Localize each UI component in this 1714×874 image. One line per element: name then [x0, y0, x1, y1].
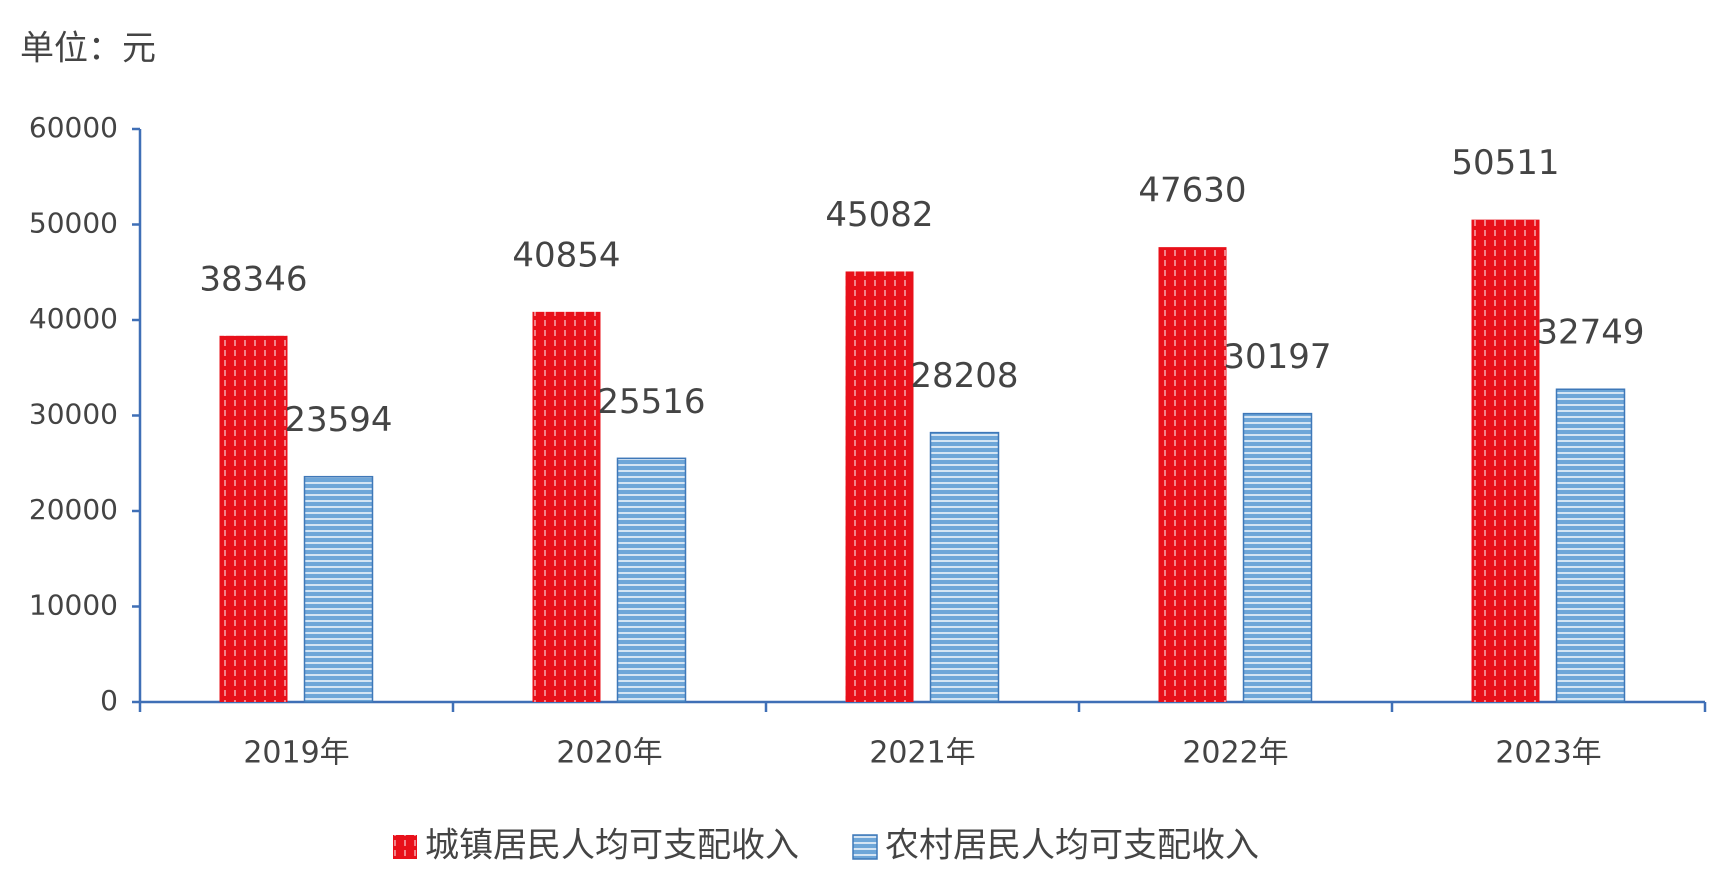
y-tick-label: 0: [100, 684, 118, 717]
bar: [616, 457, 687, 703]
bar: [1555, 388, 1626, 703]
data-label: 50511: [1451, 143, 1559, 183]
y-tick-label: 20000: [29, 493, 118, 526]
unit-label: 单位：元: [20, 29, 156, 69]
data-label: 30197: [1223, 337, 1331, 377]
bar: [845, 271, 914, 702]
bar: [1471, 219, 1540, 703]
x-tick-label: 2020年: [556, 736, 662, 771]
data-label: 38346: [199, 259, 307, 299]
x-tick-label: 2021年: [869, 736, 975, 771]
x-tick-label: 2023年: [1495, 736, 1601, 771]
data-label: 23594: [284, 400, 392, 440]
y-tick-label: 30000: [29, 398, 118, 431]
bar: [219, 335, 288, 702]
data-label: 28208: [910, 356, 1018, 396]
bar: [1158, 247, 1227, 703]
bar: [532, 311, 601, 702]
bar: [1242, 412, 1313, 703]
y-tick-label: 10000: [29, 589, 118, 622]
y-tick-label: 50000: [29, 207, 118, 240]
data-label: 32749: [1536, 313, 1644, 353]
bar: [929, 431, 1000, 703]
data-label: 25516: [597, 382, 705, 422]
y-tick-label: 60000: [29, 111, 118, 144]
bar: [303, 475, 374, 703]
legend-label: 城镇居民人均可支配收入: [425, 826, 799, 866]
x-tick-label: 2019年: [243, 736, 349, 771]
legend-swatch: [393, 835, 417, 859]
data-label: 47630: [1138, 171, 1246, 211]
legend-swatch: [852, 834, 878, 860]
x-tick-label: 2022年: [1182, 736, 1288, 771]
legend-label: 农村居民人均可支配收入: [885, 826, 1259, 866]
y-tick-label: 40000: [29, 302, 118, 335]
data-label: 45082: [825, 195, 933, 235]
data-label: 40854: [512, 235, 620, 275]
